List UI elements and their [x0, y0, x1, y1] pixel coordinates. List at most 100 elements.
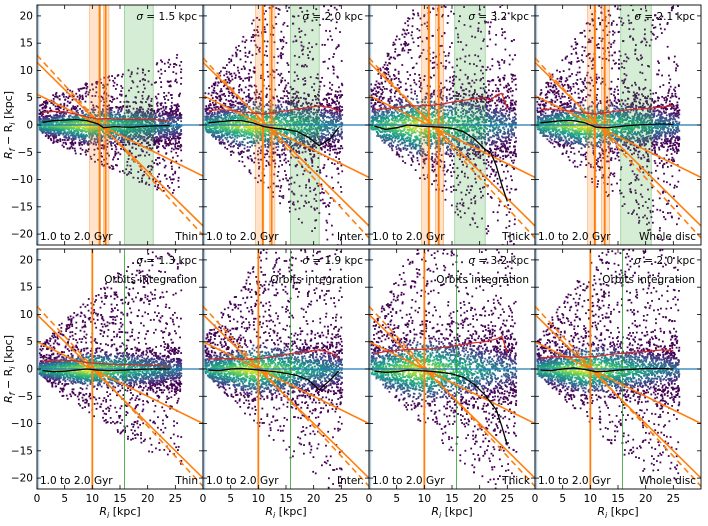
- density-cell: [243, 138, 246, 141]
- density-cell: [82, 87, 84, 90]
- density-cell: [151, 147, 154, 150]
- density-cell: [107, 76, 110, 79]
- density-cell: [172, 114, 174, 116]
- density-cell: [118, 106, 120, 109]
- density-cell: [157, 145, 160, 148]
- density-cell: [213, 111, 216, 114]
- density-cell: [127, 111, 130, 114]
- density-cell: [281, 111, 284, 114]
- density-cell: [162, 158, 164, 161]
- density-cell: [224, 132, 227, 135]
- density-cell: [112, 128, 115, 131]
- density-cell: [276, 133, 279, 136]
- density-cell: [144, 113, 146, 116]
- density-cell: [268, 144, 270, 147]
- density-cell: [284, 131, 286, 134]
- density-cell: [74, 135, 77, 138]
- density-cell: [52, 142, 55, 144]
- density-cell: [48, 118, 51, 121]
- density-cell: [228, 131, 230, 134]
- density-cell: [299, 117, 302, 120]
- density-cell: [52, 100, 55, 103]
- density-cell: [177, 119, 179, 121]
- density-cell: [272, 70, 275, 73]
- density-cell: [62, 92, 65, 95]
- density-cell: [224, 125, 227, 128]
- density-cell: [266, 116, 269, 119]
- density-cell: [225, 128, 228, 131]
- density-cell: [237, 151, 240, 154]
- density-cell: [120, 122, 123, 124]
- density-cell: [96, 80, 99, 83]
- density-cell: [143, 87, 146, 90]
- density-cell: [154, 95, 157, 98]
- density-cell: [155, 81, 157, 84]
- density-cell: [95, 105, 98, 108]
- density-cell: [68, 95, 71, 98]
- density-cell: [215, 127, 218, 130]
- density-cell: [124, 117, 126, 120]
- density-cell: [150, 148, 153, 151]
- density-cell: [297, 218, 300, 220]
- density-cell: [118, 170, 121, 173]
- density-cell: [242, 122, 244, 125]
- density-cell: [103, 146, 105, 149]
- density-cell: [263, 112, 266, 114]
- density-cell: [92, 143, 95, 146]
- density-cell: [229, 130, 232, 133]
- density-cell: [294, 165, 297, 168]
- density-cell: [78, 144, 81, 147]
- density-cell: [243, 165, 246, 168]
- density-cell: [160, 72, 163, 75]
- density-cell: [180, 132, 183, 135]
- density-cell: [276, 118, 278, 120]
- density-cell: [290, 99, 293, 102]
- density-cell: [73, 115, 76, 118]
- density-cell: [71, 90, 74, 93]
- density-cell: [288, 130, 291, 132]
- density-cell: [205, 105, 208, 108]
- density-cell: [134, 133, 136, 136]
- density-cell: [248, 149, 250, 152]
- density-cell: [171, 168, 173, 170]
- density-cell: [138, 111, 141, 114]
- density-cell: [84, 135, 87, 138]
- density-cell: [144, 154, 146, 157]
- density-cell: [275, 146, 278, 149]
- density-cell: [226, 134, 229, 136]
- density-cell: [129, 125, 132, 127]
- density-cell: [61, 93, 64, 96]
- density-cell: [58, 128, 61, 130]
- density-cell: [147, 136, 150, 138]
- density-cell: [178, 125, 181, 128]
- density-cell: [136, 125, 139, 128]
- density-cell: [273, 109, 276, 112]
- density-cell: [159, 139, 161, 142]
- density-cell: [176, 104, 179, 106]
- density-cell: [114, 115, 117, 118]
- density-cell: [100, 152, 102, 155]
- density-cell: [103, 115, 106, 118]
- density-cell: [177, 137, 180, 139]
- density-cell: [236, 144, 239, 146]
- density-cell: [271, 5, 274, 8]
- density-cell: [70, 107, 73, 110]
- density-cell: [267, 146, 270, 149]
- density-cell: [150, 129, 153, 132]
- density-cell: [78, 128, 80, 131]
- density-cell: [97, 119, 100, 122]
- density-cell: [63, 115, 66, 118]
- density-cell: [147, 103, 150, 106]
- density-cell: [66, 125, 69, 128]
- density-cell: [296, 151, 298, 153]
- density-cell: [132, 119, 135, 122]
- density-cell: [286, 102, 289, 105]
- density-cell: [93, 123, 96, 126]
- density-cell: [277, 105, 280, 108]
- density-cell: [115, 148, 118, 151]
- density-cell: [69, 146, 72, 149]
- density-cell: [95, 143, 98, 146]
- density-cell: [250, 76, 253, 79]
- density-cell: [240, 68, 243, 71]
- density-cell: [289, 130, 292, 133]
